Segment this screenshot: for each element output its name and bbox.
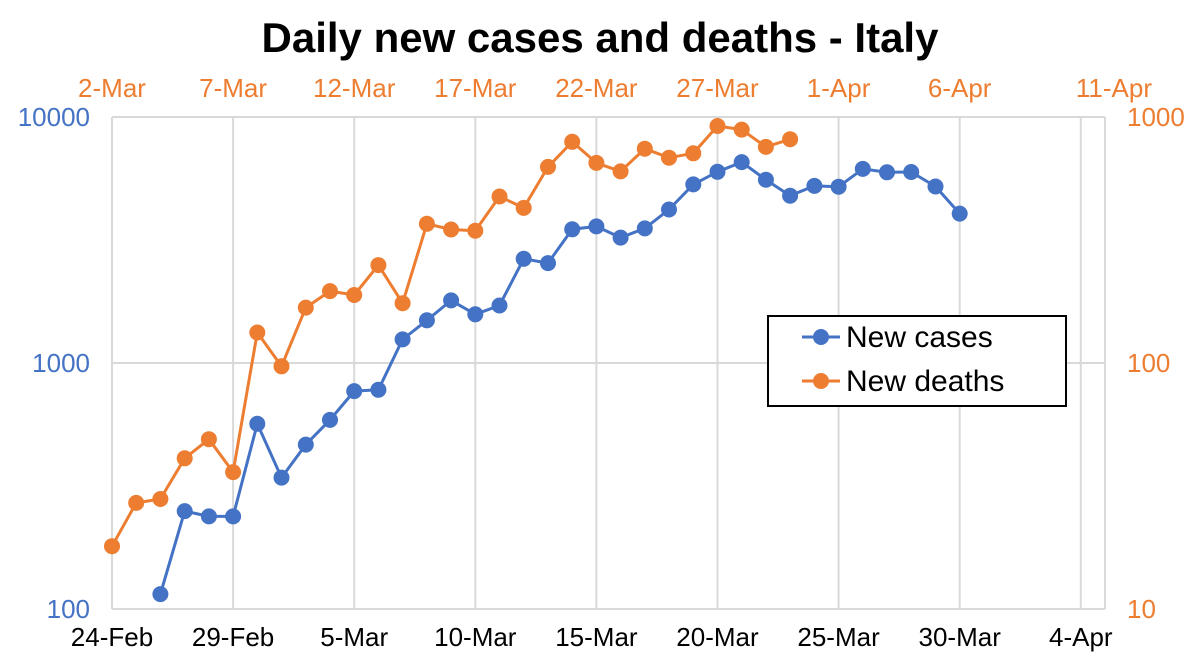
deaths-data-point — [225, 464, 242, 481]
x-top-tick-label: 12-Mar — [313, 73, 396, 103]
deaths-data-point — [636, 140, 653, 157]
cases-data-point — [830, 178, 847, 195]
x-top-tick-label: 1-Apr — [807, 73, 871, 103]
deaths-data-point — [176, 450, 193, 467]
cases-data-point — [322, 411, 338, 428]
cases-data-point — [661, 201, 677, 218]
cases-data-point — [612, 229, 629, 246]
cases-data-point — [225, 508, 242, 525]
deaths-data-point — [709, 118, 726, 134]
x-bottom-tick-label: 24-Feb — [71, 622, 153, 652]
tick-labels: 24-Feb 29-Feb 5-Mar 10-Mar 15-Mar 20-Mar 25-Ma… — [18, 73, 1185, 652]
legend-cases-label: New cases — [846, 321, 993, 354]
cases-data-point — [540, 255, 556, 272]
x-top-tick-label: 7-Mar — [199, 73, 267, 103]
deaths-data-point — [443, 221, 460, 238]
deaths-data-point — [491, 188, 508, 205]
y-left-tick-label: 10000 — [18, 102, 90, 132]
cases-data-point — [176, 503, 193, 520]
deaths-data-point — [104, 538, 120, 555]
cases-series-line — [158, 160, 961, 595]
cases-data-point — [879, 164, 895, 181]
cases-data-point — [927, 178, 944, 195]
deaths-data-point — [685, 145, 702, 162]
cases-data-point — [467, 306, 484, 323]
deaths-data-point — [515, 199, 532, 216]
cases-data-point — [443, 292, 460, 309]
cases-data-point — [564, 221, 581, 238]
y-right-tick-label: 10 — [1127, 594, 1156, 624]
cases-data-point — [297, 436, 314, 453]
deaths-data-point — [297, 299, 314, 316]
legend: New cases New deaths — [767, 315, 1067, 407]
cases-data-point — [757, 171, 774, 188]
cases-data-point — [685, 176, 702, 193]
deaths-data-point — [370, 257, 387, 274]
x-top-tick-label: 11-Apr — [1076, 73, 1152, 103]
x-bottom-tick-label: 15-Mar — [555, 622, 638, 652]
x-top-tick-label: 22-Mar — [555, 73, 638, 103]
x-bottom-tick-label: 25-Mar — [797, 622, 880, 652]
cases-data-point — [491, 297, 508, 314]
cases-data-point — [200, 508, 217, 525]
cases-data-point — [588, 218, 605, 235]
deaths-data-point — [249, 324, 266, 341]
x-bottom-tick-label: 5-Mar — [320, 622, 388, 652]
cases-data-point — [709, 163, 726, 180]
deaths-data-point — [128, 494, 145, 511]
deaths-data-point — [564, 133, 581, 150]
x-top-tick-label: 27-Mar — [676, 73, 759, 103]
cases-data-point — [152, 586, 169, 603]
deaths-data-point — [394, 295, 411, 312]
deaths-data-point — [588, 154, 605, 171]
deaths-data-point — [200, 431, 217, 448]
y-right-tick-label: 1000 — [1127, 102, 1185, 132]
chart-title: Daily new cases and deaths - Italy — [262, 14, 940, 61]
deaths-data-point — [540, 158, 556, 175]
x-top-tick-label: 2-Mar — [78, 73, 146, 103]
y-left-tick-label: 100 — [47, 594, 90, 624]
y-right-tick-label: 100 — [1127, 348, 1170, 378]
cases-data-point — [370, 381, 387, 398]
axes — [111, 117, 1106, 610]
deaths-data-point — [467, 222, 484, 239]
cases-data-point — [806, 177, 823, 194]
x-bottom-tick-label: 10-Mar — [434, 622, 517, 652]
cases-data-point — [733, 154, 750, 171]
legend-deaths-marker — [813, 373, 829, 389]
deaths-data-point — [661, 149, 677, 166]
deaths-data-point — [273, 358, 290, 375]
y-left-tick-label: 1000 — [32, 348, 90, 378]
cases-data-point — [782, 187, 799, 204]
deaths-data-point — [782, 131, 799, 148]
deaths-data-point — [322, 283, 338, 300]
x-bottom-tick-label: 20-Mar — [676, 622, 759, 652]
cases-data-point — [636, 220, 653, 237]
cases-data-point — [273, 469, 290, 486]
x-bottom-tick-label: 4-Apr — [1049, 622, 1113, 652]
x-bottom-tick-label: 30-Mar — [919, 622, 1002, 652]
cases-data-point — [903, 164, 920, 180]
cases-data-point — [249, 415, 266, 432]
legend-deaths-label: New deaths — [846, 365, 1004, 398]
deaths-data-point — [346, 287, 363, 303]
x-bottom-tick-label: 29-Feb — [192, 622, 274, 652]
cases-data-point — [515, 250, 532, 267]
legend-cases-marker — [813, 329, 829, 345]
cases-data-point — [346, 383, 363, 400]
deaths-data-point — [612, 163, 629, 180]
deaths-data-point — [418, 215, 435, 232]
x-top-tick-label: 17-Mar — [434, 73, 517, 103]
deaths-data-point — [733, 121, 750, 138]
deaths-data-point — [152, 491, 169, 507]
series-points — [104, 118, 968, 603]
cases-data-point — [394, 331, 411, 348]
cases-data-point — [854, 160, 871, 177]
cases-data-point — [951, 205, 968, 222]
deaths-data-point — [757, 138, 774, 155]
cases-data-point — [418, 312, 435, 329]
x-top-tick-label: 6-Apr — [928, 73, 992, 103]
